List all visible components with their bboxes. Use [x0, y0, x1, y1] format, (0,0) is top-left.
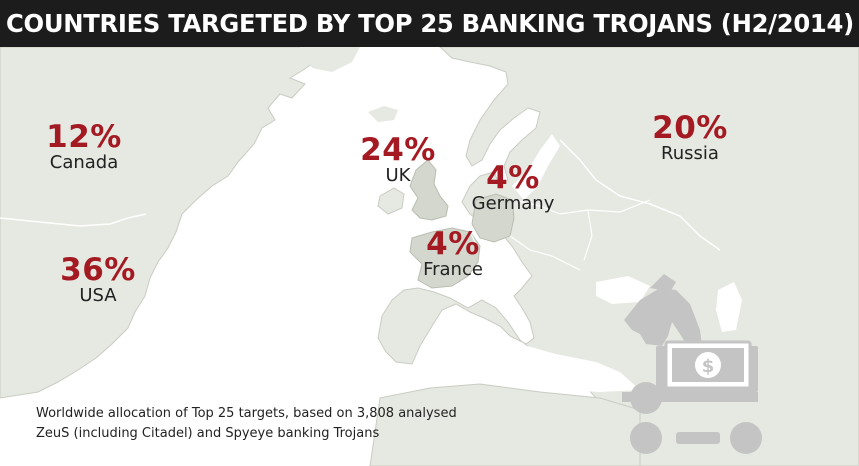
north-america-landmass — [0, 47, 331, 399]
greenland-landmass — [300, 47, 360, 72]
baltic-sea — [512, 134, 560, 200]
footnote-line-2: ZeuS (including Citadel) and Spyeye bank… — [36, 426, 380, 441]
black-sea — [596, 276, 650, 304]
uk-stat: 24% UK — [350, 134, 446, 186]
canada-usa-border — [0, 213, 147, 227]
footnote-line-1: Worldwide allocation of Top 25 targets, … — [36, 406, 457, 421]
world-map: $ — [0, 47, 859, 466]
germany-stat: 4% Germany — [463, 162, 563, 214]
france-label: France — [423, 259, 483, 280]
germany-percent: 4% — [486, 160, 540, 196]
north-africa-landmass — [369, 383, 641, 466]
germany-label: Germany — [471, 193, 555, 214]
iceland-landmass — [368, 106, 398, 122]
canada-percent: 12% — [46, 119, 122, 155]
france-percent: 4% — [426, 226, 480, 262]
caspian-sea — [716, 282, 742, 332]
france-stat: 4% France — [405, 228, 501, 280]
france-landmass — [409, 227, 481, 289]
svg-text:$: $ — [702, 356, 715, 377]
canada-label: Canada — [49, 152, 119, 173]
usa-percent: 36% — [60, 252, 136, 288]
europe-borders — [469, 199, 651, 271]
russia-stat: 20% Russia — [642, 112, 738, 164]
title-bar: COUNTRIES TARGETED BY TOP 25 BANKING TRO… — [0, 0, 859, 47]
usa-label: USA — [79, 285, 117, 306]
uk-landmass — [409, 159, 449, 221]
russia-border — [559, 139, 721, 251]
russia-percent: 20% — [652, 110, 728, 146]
canada-stat: 12% Canada — [36, 121, 132, 173]
ireland-landmass — [377, 187, 405, 215]
dollar-bill-icon: $ — [664, 340, 752, 390]
uk-percent: 24% — [360, 132, 436, 168]
usa-stat: 36% USA — [50, 254, 146, 306]
mediterranean-sea — [410, 338, 640, 392]
footnote: Worldwide allocation of Top 25 targets, … — [36, 404, 556, 444]
page-title: COUNTRIES TARGETED BY TOP 25 BANKING TRO… — [6, 9, 854, 38]
russia-label: Russia — [661, 143, 719, 164]
uk-label: UK — [385, 165, 411, 186]
